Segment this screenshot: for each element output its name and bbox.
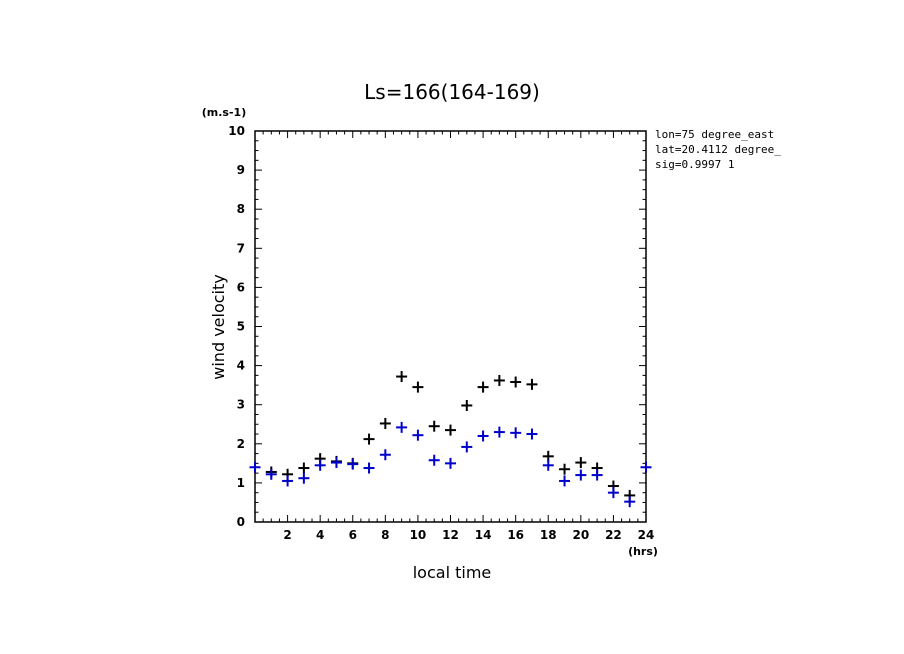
data-point-series-0 bbox=[363, 433, 375, 445]
x-tick-label: 4 bbox=[316, 528, 324, 542]
data-point-series-1 bbox=[330, 457, 342, 469]
data-point-series-1 bbox=[624, 496, 636, 508]
y-tick-label: 8 bbox=[237, 202, 245, 216]
x-tick-label: 16 bbox=[507, 528, 524, 542]
x-tick-label: 2 bbox=[283, 528, 291, 542]
data-point-series-1 bbox=[542, 459, 554, 471]
x-tick-label: 8 bbox=[381, 528, 389, 542]
data-point-series-1 bbox=[640, 461, 652, 473]
y-tick-label: 7 bbox=[237, 241, 245, 255]
data-point-series-1 bbox=[396, 421, 408, 433]
data-point-series-1 bbox=[314, 459, 326, 471]
data-point-series-1 bbox=[477, 430, 489, 442]
data-point-series-1 bbox=[493, 426, 505, 438]
x-axis-label: local time bbox=[413, 563, 492, 582]
y-tick-label: 1 bbox=[237, 476, 245, 490]
data-point-series-1 bbox=[591, 469, 603, 481]
y-axis-unit: (m.s-1) bbox=[202, 106, 246, 119]
x-tick-label: 10 bbox=[410, 528, 427, 542]
data-point-series-1 bbox=[575, 469, 587, 481]
x-tick-label: 12 bbox=[442, 528, 459, 542]
data-point-series-1 bbox=[428, 454, 440, 466]
x-tick-label: 22 bbox=[605, 528, 622, 542]
y-tick-label: 9 bbox=[237, 163, 245, 177]
data-point-series-0 bbox=[477, 381, 489, 393]
x-tick-label: 6 bbox=[349, 528, 357, 542]
data-point-series-0 bbox=[461, 399, 473, 411]
y-tick-label: 6 bbox=[237, 280, 245, 294]
data-point-series-0 bbox=[298, 462, 310, 474]
data-point-series-1 bbox=[510, 427, 522, 439]
data-point-series-1 bbox=[607, 487, 619, 499]
data-point-series-0 bbox=[412, 381, 424, 393]
x-tick-label: 18 bbox=[540, 528, 557, 542]
y-tick-label: 5 bbox=[237, 320, 245, 334]
x-tick-label: 14 bbox=[475, 528, 492, 542]
data-point-series-1 bbox=[559, 475, 571, 487]
data-point-series-1 bbox=[363, 462, 375, 474]
y-tick-label: 0 bbox=[237, 515, 245, 529]
data-point-series-0 bbox=[526, 378, 538, 390]
data-point-series-0 bbox=[379, 417, 391, 429]
y-tick-label: 3 bbox=[237, 398, 245, 412]
data-point-series-1 bbox=[298, 472, 310, 484]
data-point-series-1 bbox=[249, 461, 261, 473]
data-point-series-0 bbox=[493, 374, 505, 386]
y-axis-label: wind velocity bbox=[209, 274, 228, 379]
data-point-series-1 bbox=[526, 428, 538, 440]
chart-title: Ls=166(164-169) bbox=[364, 80, 540, 104]
data-point-series-1 bbox=[461, 441, 473, 453]
data-point-series-1 bbox=[265, 468, 277, 480]
y-tick-label: 10 bbox=[228, 124, 245, 138]
data-point-series-0 bbox=[445, 424, 456, 436]
data-point-series-1 bbox=[379, 449, 391, 461]
data-point-series-0 bbox=[396, 371, 408, 383]
data-point-series-0 bbox=[428, 420, 440, 432]
data-point-series-1 bbox=[282, 475, 294, 487]
y-tick-label: 4 bbox=[237, 359, 245, 373]
y-tick-label: 2 bbox=[237, 437, 245, 451]
data-point-series-0 bbox=[510, 376, 522, 388]
annotation-lat: lat=20.4112 degree_ bbox=[655, 143, 781, 156]
data-point-series-1 bbox=[412, 429, 424, 441]
data-point-series-0 bbox=[559, 463, 571, 475]
x-tick-label: 20 bbox=[572, 528, 589, 542]
x-axis-unit: (hrs) bbox=[628, 545, 658, 558]
x-tick-label: 24 bbox=[638, 528, 655, 542]
data-point-series-1 bbox=[347, 458, 359, 470]
annotation-sig: sig=0.9997 1 bbox=[655, 158, 734, 171]
data-point-series-1 bbox=[445, 457, 456, 469]
data-point-series-0 bbox=[575, 457, 587, 469]
data-points bbox=[249, 371, 652, 508]
annotation-lon: lon=75 degree_east bbox=[655, 128, 774, 141]
